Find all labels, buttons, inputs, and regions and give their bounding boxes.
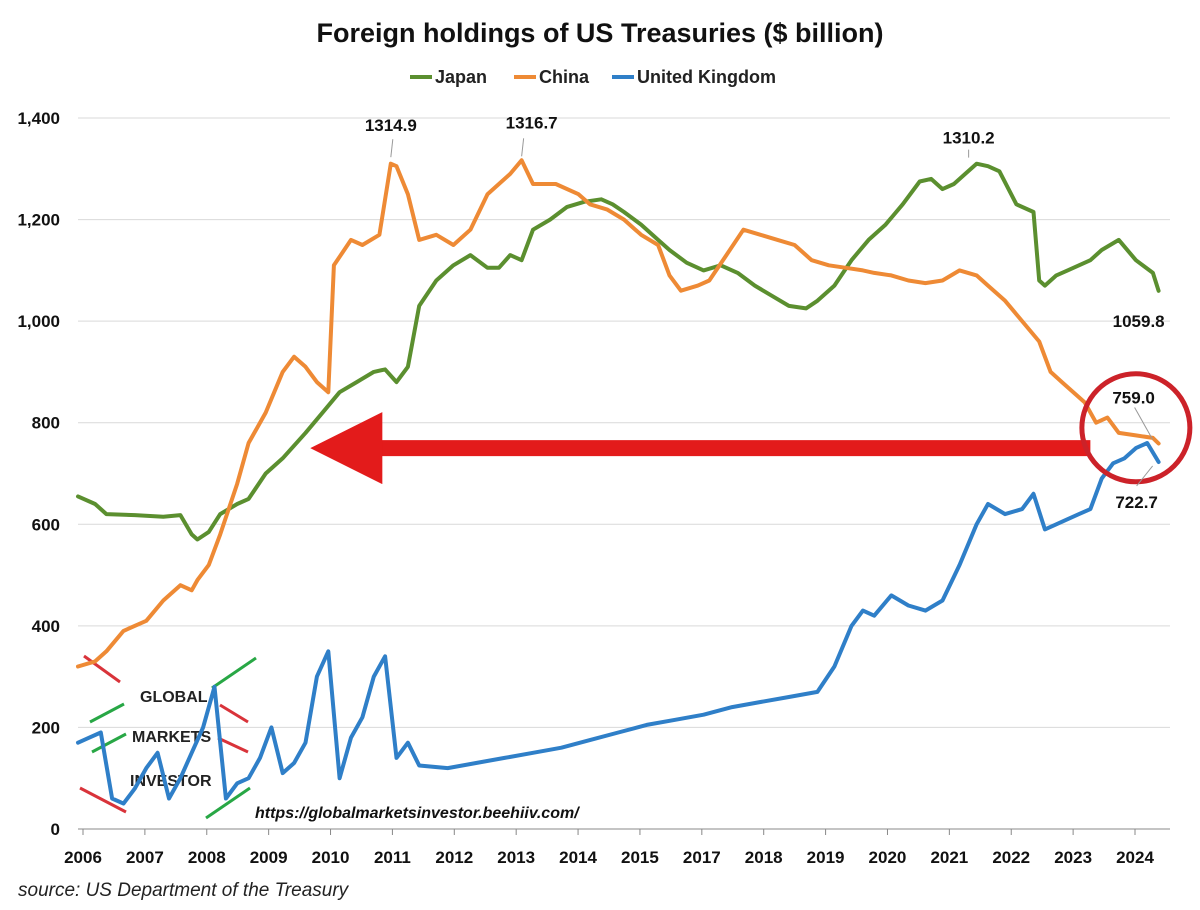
legend: Japan China United Kingdom — [410, 67, 776, 87]
x-tick-label: 2006 — [64, 848, 102, 867]
y-tick-label: 400 — [32, 617, 60, 636]
annotation-label: 1059.8 — [1113, 312, 1165, 331]
watermark-green-arrow — [91, 732, 127, 754]
x-tick-label: 2021 — [930, 848, 968, 867]
x-tick-label: 2015 — [621, 848, 659, 867]
y-tick-label: 0 — [51, 820, 60, 839]
x-tick-label: 2014 — [559, 848, 597, 867]
series-line-united-kingdom — [76, 441, 1161, 806]
y-tick-label: 1,400 — [17, 109, 60, 128]
x-tick-label: 2013 — [497, 848, 535, 867]
y-tick-label: 1,000 — [17, 312, 60, 331]
watermark-red-arrow — [79, 786, 127, 814]
annotation-label: 1310.2 — [943, 129, 995, 148]
legend-label-china: China — [539, 67, 590, 87]
data-annotations: 1314.9 1316.7 1310.2 1059.8 759.0 722.7 — [365, 113, 1165, 512]
x-tick-label: 2009 — [250, 848, 288, 867]
watermark-red-arrow — [219, 703, 249, 724]
watermark-green-arrow — [205, 786, 251, 820]
x-tick-label: 2024 — [1116, 848, 1154, 867]
annotation-label: 759.0 — [1112, 389, 1155, 408]
watermark-url: https://globalmarketsinvestor.beehiiv.co… — [255, 805, 580, 822]
watermark-markets: MARKETS — [132, 729, 211, 746]
x-tick-label: 2008 — [188, 848, 226, 867]
x-tick-label: 2012 — [435, 848, 473, 867]
watermark-green-arrow — [211, 656, 257, 690]
y-tick-label: 200 — [32, 718, 60, 737]
x-tick-label: 2010 — [312, 848, 350, 867]
series-lines — [76, 158, 1161, 806]
watermark: GLOBAL MARKETS INVESTOR — [79, 654, 257, 820]
legend-label-japan: Japan — [435, 67, 487, 87]
x-axis-ticks: 2006 2007 2008 2009 2010 2011 2012 2013 2014 2015… — [64, 828, 1170, 867]
watermark-investor: INVESTOR — [130, 773, 212, 790]
annotation-label: 1314.9 — [365, 116, 417, 135]
x-tick-label: 2019 — [807, 848, 845, 867]
y-axis-ticks: 0 200 400 600 800 1,000 1,200 1,400 — [17, 109, 60, 839]
annotation-leader — [521, 138, 525, 157]
y-tick-label: 800 — [32, 414, 60, 433]
highlight-circle — [1079, 371, 1193, 485]
watermark-red-arrow — [217, 736, 249, 754]
legend-label-uk: United Kingdom — [637, 67, 776, 87]
watermark-global: GLOBAL — [140, 689, 208, 706]
series-line-china — [76, 158, 1161, 669]
series-line-japan — [76, 161, 1161, 542]
x-tick-label: 2023 — [1054, 848, 1092, 867]
annotation-leader — [1134, 407, 1154, 440]
watermark-green-arrow — [89, 702, 125, 724]
x-tick-label: 2020 — [869, 848, 907, 867]
watermark-red-arrow — [83, 654, 121, 684]
annotation-leader — [1136, 465, 1154, 487]
chart-title: Foreign holdings of US Treasuries ($ bil… — [316, 18, 883, 48]
annotation-label: 722.7 — [1115, 493, 1158, 512]
x-tick-label: 2007 — [126, 848, 164, 867]
source-note: source: US Department of the Treasury — [18, 880, 350, 901]
x-tick-label: 2011 — [374, 848, 411, 867]
y-tick-label: 1,200 — [17, 211, 60, 230]
y-tick-label: 600 — [32, 515, 60, 534]
x-tick-label: 2017 — [683, 848, 721, 867]
x-tick-label: 2022 — [992, 848, 1030, 867]
annotation-leader — [390, 139, 394, 158]
x-tick-label: 2018 — [745, 848, 783, 867]
annotation-label: 1316.7 — [506, 113, 558, 132]
